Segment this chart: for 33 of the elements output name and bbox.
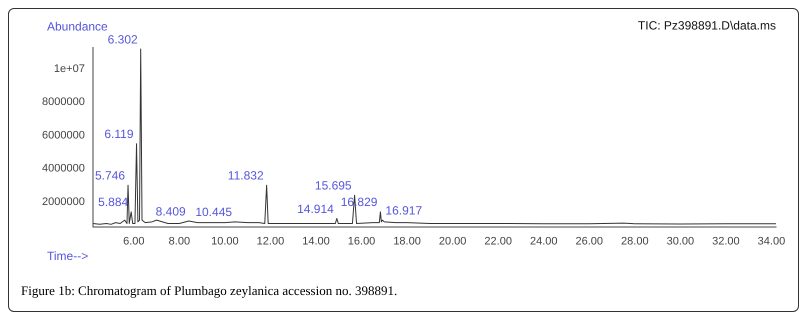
- annotation: 8.409: [156, 204, 186, 218]
- x-axis-title: Time-->: [47, 249, 88, 264]
- y-tick-label: 4000000: [42, 162, 85, 175]
- x-tick-label: 18.00: [393, 235, 421, 248]
- x-tick-label: 34.00: [758, 235, 786, 248]
- annotation: 14.914: [297, 202, 334, 216]
- annotation: 6.302: [108, 32, 138, 46]
- annotation: 6.119: [104, 127, 134, 142]
- annotation: 11.832: [228, 168, 264, 183]
- x-tick-label: 26.00: [576, 235, 604, 248]
- x-tick-label: 10.00: [211, 235, 239, 248]
- x-tick-label: 22.00: [484, 235, 512, 248]
- x-tick-label: 6.00: [123, 235, 145, 248]
- x-tick-label: 20.00: [438, 235, 466, 248]
- y-tick-label: 8000000: [42, 96, 85, 108]
- x-tick-label: 24.00: [530, 235, 558, 248]
- annotation: 15.695: [314, 178, 352, 193]
- x-tick-label: 12.00: [256, 235, 284, 248]
- x-tick-label: 28.00: [621, 235, 649, 248]
- caption: Figure 1b: Chromatogram of Plumbago zeylanica accession no. 398891.: [20, 282, 398, 300]
- annotation: 16.917: [385, 203, 422, 218]
- x-tick-label: 32.00: [712, 235, 740, 248]
- x-tick-label: 30.00: [666, 235, 694, 248]
- x-tick-label: 8.00: [168, 235, 190, 248]
- x-tick-label: 16.00: [348, 235, 376, 248]
- chart-title: TIC: Pz398891.D\data.ms: [638, 18, 776, 33]
- y-tick-label: 2000000: [42, 196, 85, 208]
- x-tick-label: 14.00: [302, 235, 330, 248]
- y-tick-label: 6000000: [42, 129, 85, 142]
- annotation: 5.746: [95, 168, 126, 183]
- y-axis-title: Abundance: [47, 20, 108, 34]
- annotation: 10.445: [195, 205, 232, 220]
- y-tick-label: 1e+07: [54, 63, 85, 76]
